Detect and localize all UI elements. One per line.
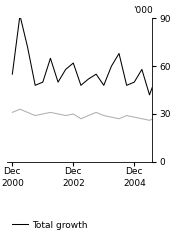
Text: 2000: 2000 [1,179,24,188]
Legend: Total growth, Natural increase: Total growth, Natural increase [12,221,107,231]
Text: Dec: Dec [125,167,143,176]
Text: 2002: 2002 [62,179,85,188]
Text: Dec: Dec [4,167,21,176]
Text: 2004: 2004 [123,179,146,188]
Text: Dec: Dec [65,167,82,176]
Text: '000: '000 [133,6,153,15]
